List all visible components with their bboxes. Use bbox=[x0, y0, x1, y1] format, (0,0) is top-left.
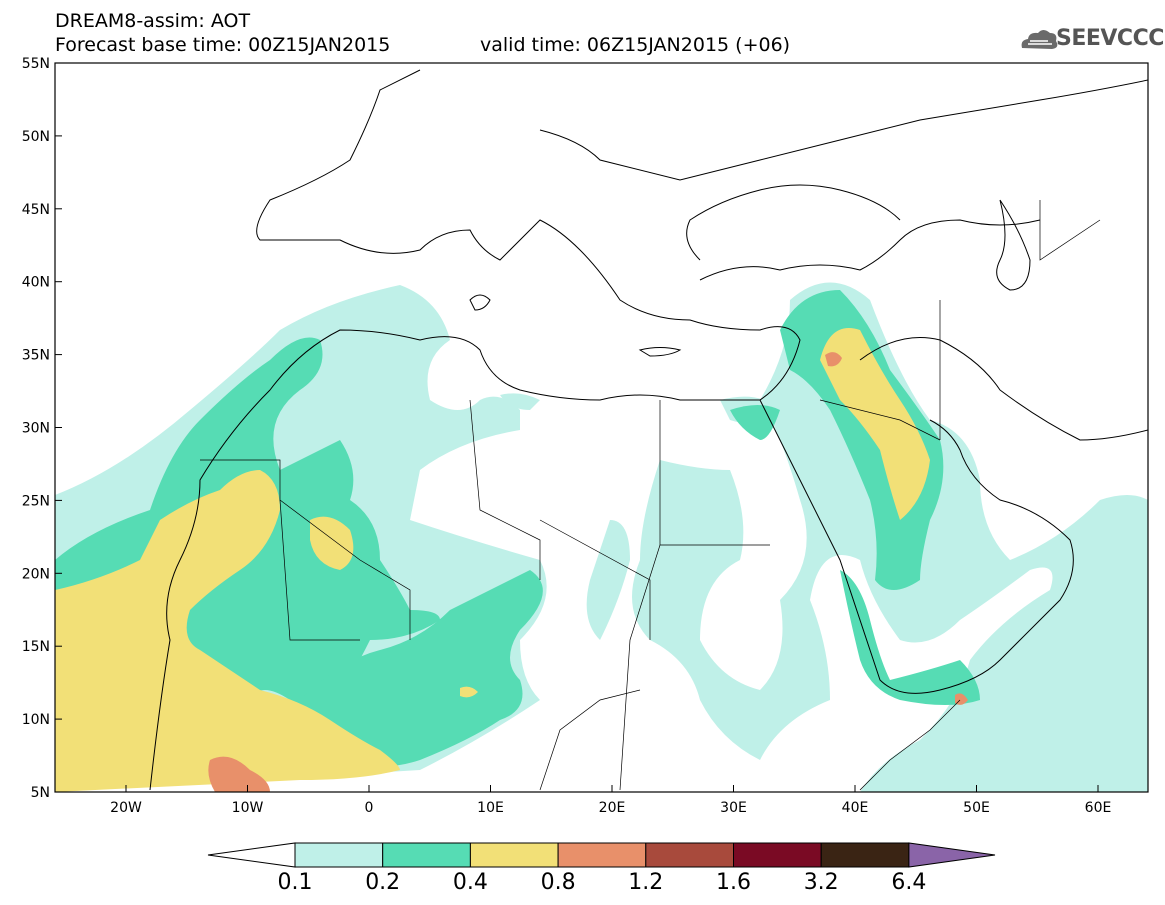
lon-tick-label: 10E bbox=[477, 800, 504, 816]
lon-axis: 20W 10W 0 10E 20E 30E 40E 50E 60E bbox=[110, 785, 1111, 816]
lon-tick-label: 20W bbox=[110, 800, 142, 816]
colorbar-low-arrow bbox=[207, 842, 296, 868]
colorbar-level-label: 0.1 bbox=[277, 870, 313, 895]
colorbar-level-label: 6.4 bbox=[891, 870, 927, 895]
lat-tick-label: 20N bbox=[22, 566, 50, 582]
colorbar-high-arrow bbox=[908, 842, 996, 868]
lat-tick-label: 15N bbox=[22, 639, 50, 655]
colorbar-level-label: 0.8 bbox=[540, 870, 576, 895]
lon-tick-label: 30E bbox=[720, 800, 747, 816]
lon-tick-label: 20E bbox=[599, 800, 626, 816]
country-borders bbox=[200, 200, 1101, 791]
lat-tick-label: 40N bbox=[22, 275, 50, 291]
lon-tick-label: 40E bbox=[842, 800, 869, 816]
cloud-logo-icon bbox=[1021, 30, 1058, 49]
lat-tick-label: 25N bbox=[22, 493, 50, 509]
lat-axis: 55N 50N 45N 40N 35N 30N 25N 20N 15N 10N 5N bbox=[22, 56, 62, 801]
lat-tick-label: 45N bbox=[22, 202, 50, 218]
map-title: DREAM8-assim: AOT bbox=[55, 10, 251, 32]
lat-tick-label: 30N bbox=[22, 421, 50, 437]
colorbar-level-label: 0.4 bbox=[452, 870, 488, 895]
colorbar bbox=[207, 842, 996, 868]
lat-tick-label: 55N bbox=[22, 56, 50, 72]
lon-tick-label: 50E bbox=[963, 800, 990, 816]
colorbar-swatch bbox=[733, 842, 822, 868]
forecast-base-time: Forecast base time: 00Z15JAN2015 bbox=[55, 34, 391, 56]
colorbar-swatch bbox=[294, 842, 384, 868]
lat-tick-label: 5N bbox=[31, 785, 50, 801]
coastlines bbox=[149, 69, 1148, 791]
colorbar-swatch bbox=[820, 842, 910, 868]
colorbar-level-label: 3.2 bbox=[803, 870, 839, 895]
colorbar-level-label: 1.2 bbox=[628, 870, 664, 895]
lon-tick-label: 0 bbox=[365, 800, 374, 816]
colorbar-swatch bbox=[469, 842, 559, 868]
aot-shading bbox=[55, 282, 1148, 792]
lat-tick-label: 50N bbox=[22, 129, 50, 145]
lat-tick-label: 35N bbox=[22, 348, 50, 364]
valid-time: valid time: 06Z15JAN2015 (+06) bbox=[480, 34, 791, 56]
colorbar-level-label: 1.6 bbox=[716, 870, 751, 895]
colorbar-swatch bbox=[557, 842, 647, 868]
colorbar-level-label: 0.2 bbox=[365, 870, 401, 895]
lon-tick-label: 10W bbox=[232, 800, 264, 816]
colorbar-swatch bbox=[645, 842, 734, 868]
lon-tick-label: 60E bbox=[1085, 800, 1112, 816]
logo-text: SEEVCCC bbox=[1056, 26, 1164, 51]
lat-tick-label: 10N bbox=[22, 712, 50, 728]
colorbar-swatch bbox=[382, 842, 471, 868]
